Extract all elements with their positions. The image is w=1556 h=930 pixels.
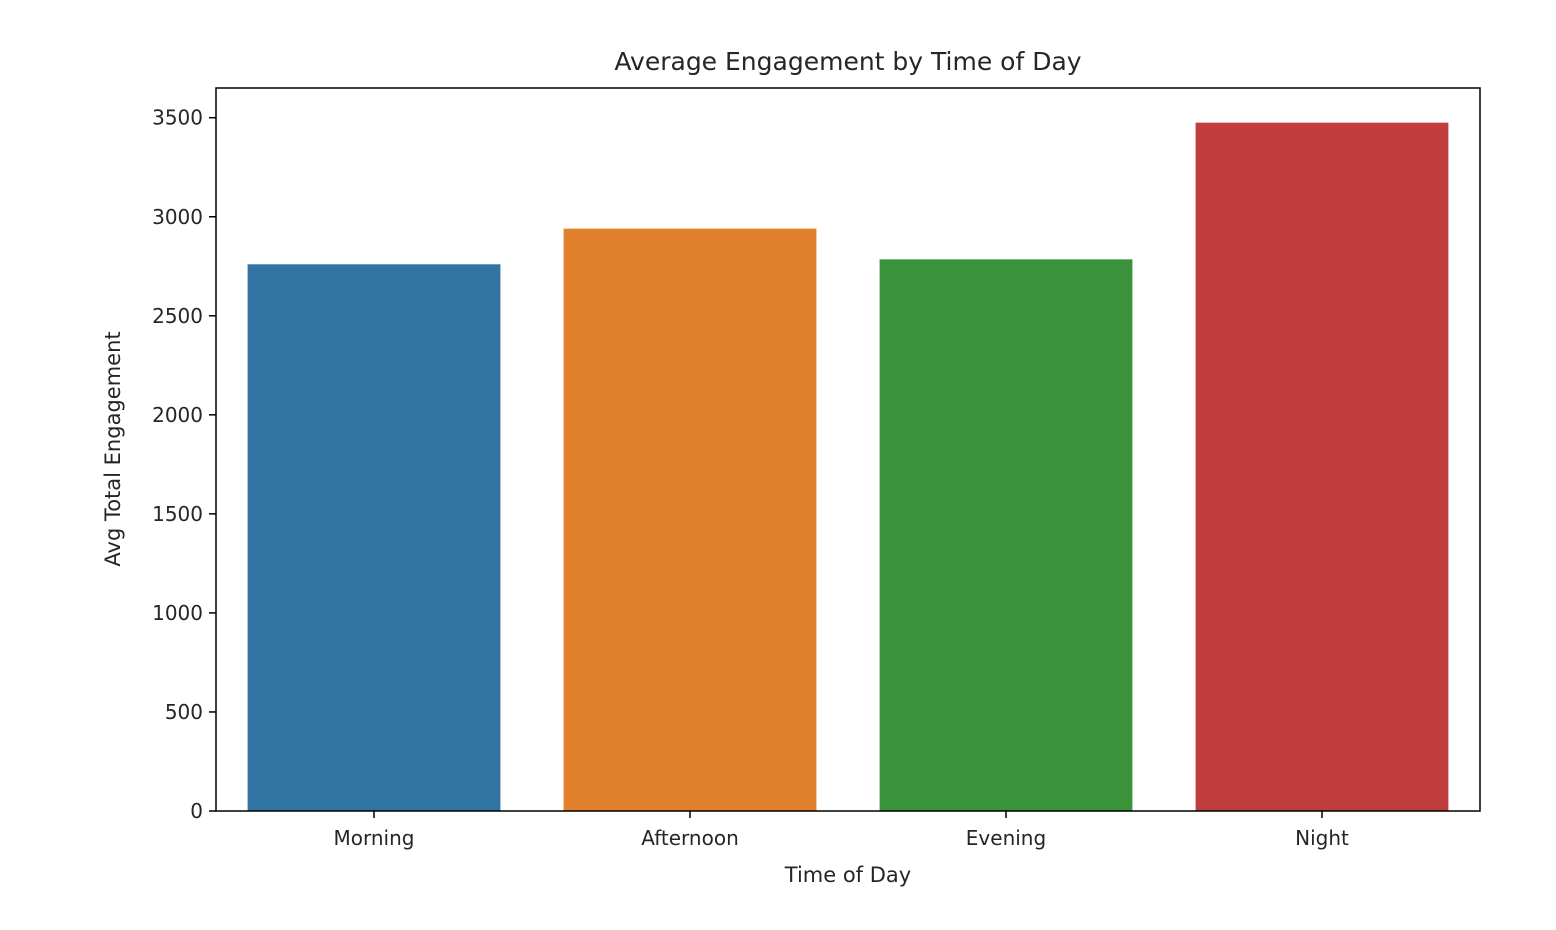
chart-title: Average Engagement by Time of Day xyxy=(614,47,1081,76)
y-tick-label: 1000 xyxy=(152,601,203,625)
bar-afternoon xyxy=(563,228,817,811)
y-axis-title: Avg Total Engagement xyxy=(101,331,125,566)
bars-group xyxy=(247,122,1449,812)
y-tick-label: 3500 xyxy=(152,106,203,130)
y-axis: 0 500 1000 1500 2000 2500 3000 3500 xyxy=(152,106,216,823)
x-tick-label: Morning xyxy=(334,826,415,850)
x-tick-label: Night xyxy=(1295,826,1349,850)
plot-frame xyxy=(215,87,1481,812)
x-axis: Morning Afternoon Evening Night xyxy=(334,811,1349,850)
x-tick-label: Afternoon xyxy=(641,826,739,850)
y-tick-label: 1500 xyxy=(152,502,203,526)
y-tick-label: 2500 xyxy=(152,304,203,328)
bar-night xyxy=(1195,122,1449,812)
bar-evening xyxy=(879,259,1133,812)
bar-morning xyxy=(247,264,501,811)
x-axis-title: Time of Day xyxy=(784,863,911,887)
x-tick-label: Evening xyxy=(966,826,1046,850)
y-tick-label: 0 xyxy=(190,799,203,823)
y-tick-label: 500 xyxy=(165,700,203,724)
y-tick-label: 2000 xyxy=(152,403,203,427)
y-tick-label: 3000 xyxy=(152,205,203,229)
